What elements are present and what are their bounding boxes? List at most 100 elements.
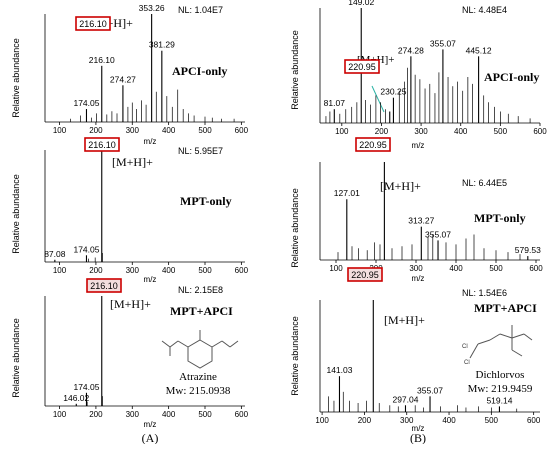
condition-label: MPT+APCI xyxy=(170,304,233,318)
peak-label: 174.05 xyxy=(73,382,99,392)
precursor-mz-label: 216.10 xyxy=(79,19,107,29)
x-tick-label: 600 xyxy=(235,410,249,419)
leader-line xyxy=(371,85,385,113)
precursor-mz-label: 220.95 xyxy=(359,140,387,150)
atrazine-structure-icon xyxy=(161,330,239,369)
peak-label: 141.03 xyxy=(326,365,352,375)
y-axis-label: Relative abundance xyxy=(11,38,21,118)
peak-label: 355.07 xyxy=(417,385,443,395)
x-axis-label: m/z xyxy=(412,141,425,150)
ion-label: [M+H]+ xyxy=(110,297,151,311)
peak-label: 127.01 xyxy=(334,188,360,198)
precursor-highlight-box xyxy=(344,59,380,74)
y-axis-label: Relative abundance xyxy=(290,316,300,396)
x-axis-label: m/z xyxy=(412,424,425,433)
x-tick-label: 300 xyxy=(126,126,140,135)
x-tick-label: 100 xyxy=(315,416,329,425)
x-tick-label: 300 xyxy=(126,410,140,419)
peak-label: 445.12 xyxy=(466,45,492,55)
x-tick-label: 300 xyxy=(400,416,414,425)
precursor-mz-label: 216.10 xyxy=(90,281,118,291)
peak-label: 146.02 xyxy=(63,393,89,403)
precursor-mz-label: 220.95 xyxy=(351,270,379,280)
precursor-mz-label: 216.10 xyxy=(88,140,116,150)
x-tick-label: 500 xyxy=(198,126,212,135)
peak-label: 297.04 xyxy=(392,394,418,404)
x-tick-label: 500 xyxy=(485,416,499,425)
x-tick-label: 100 xyxy=(53,126,67,135)
y-axis-label: Relative abundance xyxy=(290,30,300,110)
precursor-highlight-box xyxy=(86,278,122,293)
precursor-highlight-box xyxy=(84,137,120,152)
compound-name: Dichlorvos xyxy=(476,369,525,381)
peak-label: 519.14 xyxy=(486,395,512,405)
x-tick-label: 100 xyxy=(335,127,349,136)
peak-label: 81.07 xyxy=(324,98,346,108)
x-tick-label: 200 xyxy=(89,266,103,275)
ion-label: [M+H]+ xyxy=(384,313,425,327)
compound-name: Atrazine xyxy=(179,371,217,383)
caption-a: (A) xyxy=(142,431,159,444)
x-tick-label: 100 xyxy=(53,266,67,275)
x-tick-label: 400 xyxy=(442,416,456,425)
x-tick-label: 500 xyxy=(494,127,508,136)
x-tick-label: 500 xyxy=(198,266,212,275)
x-tick-label: 600 xyxy=(529,264,543,273)
x-axis-label: m/z xyxy=(412,274,425,283)
peak-label: 87.08 xyxy=(44,249,66,259)
x-tick-label: 400 xyxy=(454,127,468,136)
panel-b-bot: NL: 1.54E6 [M+H]+ MPT+APCI Relative abun… xyxy=(290,288,537,433)
x-tick-label: 200 xyxy=(358,416,372,425)
x-tick-label: 200 xyxy=(89,410,103,419)
x-tick-label: 200 xyxy=(375,127,389,136)
precursor-mz-label: 220.95 xyxy=(348,62,376,72)
precursor-highlight-box xyxy=(355,137,391,152)
x-tick-label: 100 xyxy=(53,410,67,419)
dichlorvos-structure-icon xyxy=(469,325,533,359)
precursor-highlight-box xyxy=(75,16,111,31)
x-tick-label: 600 xyxy=(235,266,249,275)
y-axis-label: Relative abundance xyxy=(290,188,300,268)
peak-label: 313.27 xyxy=(408,216,434,226)
molecular-weight: Mw: 219.9459 xyxy=(468,383,533,395)
x-tick-label: 300 xyxy=(414,127,428,136)
precursor-highlight-box xyxy=(347,267,383,282)
peak-label: 381.29 xyxy=(149,40,175,50)
x-tick-label: 600 xyxy=(533,127,547,136)
ion-label: [M+H]+ xyxy=(112,155,153,169)
panel-b-mid: NL: 6.44E5 [M+H]+ MPT-only Relative abun… xyxy=(290,178,526,283)
peak-label: 174.05 xyxy=(73,98,99,108)
condition-label: MPT+APCI xyxy=(474,301,537,315)
nl-label: NL: 4.48E4 xyxy=(462,5,507,15)
x-tick-label: 500 xyxy=(489,264,503,273)
peak-label: 174.05 xyxy=(73,244,99,254)
nl-label: NL: 1.04E7 xyxy=(178,5,223,15)
x-tick-label: 400 xyxy=(162,266,176,275)
peak-label: 353.26 xyxy=(139,3,165,13)
x-tick-label: 600 xyxy=(235,126,249,135)
peak-label: 149.02 xyxy=(348,0,374,7)
peak-label: 216.10 xyxy=(89,55,115,65)
condition-label: APCI-only xyxy=(484,70,539,84)
peak-label: 355.07 xyxy=(430,38,456,48)
ion-label: [M+H]+ xyxy=(380,179,421,193)
peak-label: 230.25 xyxy=(380,87,406,97)
x-tick-label: 300 xyxy=(126,266,140,275)
nl-label: NL: 5.95E7 xyxy=(178,146,223,156)
x-tick-label: 300 xyxy=(409,264,423,273)
x-tick-label: 100 xyxy=(329,264,343,273)
panel-a-mid: NL: 5.95E7 [M+H]+ MPT-only Relative abun… xyxy=(11,146,232,284)
chloro-label: Cl xyxy=(464,360,470,366)
x-tick-label: 200 xyxy=(89,126,103,135)
nl-label: NL: 1.54E6 xyxy=(462,288,507,298)
condition-label: MPT-only xyxy=(180,194,232,208)
x-tick-label: 400 xyxy=(449,264,463,273)
y-axis-label: Relative abundance xyxy=(11,318,21,398)
panel-a-bot: [M+H]+ MPT+APCI Relative abundance m/z A… xyxy=(11,285,239,429)
condition-label: APCI-only xyxy=(172,64,227,78)
x-axis-label: m/z xyxy=(144,137,157,146)
y-axis-label: Relative abundance xyxy=(11,174,21,254)
peak-label: 355.07 xyxy=(425,229,451,239)
x-tick-label: 400 xyxy=(162,410,176,419)
